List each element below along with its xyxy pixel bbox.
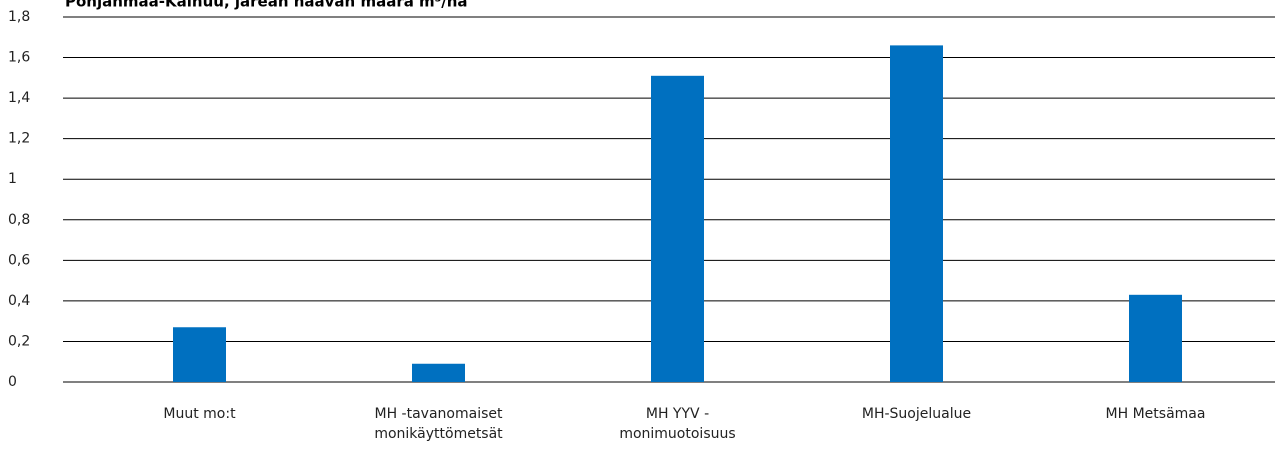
y-tick-label: 0,8 (8, 212, 30, 228)
y-tick-label: 1 (8, 171, 17, 187)
bar (173, 327, 226, 382)
y-tick-label: 1,6 (8, 50, 30, 66)
bar (412, 363, 465, 382)
y-tick-label: 0,2 (8, 333, 30, 349)
x-tick-label: Muut mo:t (163, 406, 236, 422)
y-tick-label: 1,8 (8, 9, 30, 25)
bar (651, 75, 704, 383)
chart-title: Pohjanmaa-Kainuu, järeän haavan määrä m³… (65, 0, 468, 11)
y-tick-label: 1,2 (8, 131, 30, 147)
x-tick-label: MH YYV -monimuotoisuus (619, 406, 735, 442)
y-tick-label: 0,4 (8, 293, 30, 309)
y-tick-label: 0,6 (8, 252, 30, 268)
bar (1129, 294, 1182, 382)
y-tick-label: 1,4 (8, 90, 30, 106)
bar (890, 45, 943, 383)
y-tick-label: 0 (8, 374, 17, 390)
x-tick-label: MH-Suojelualue (862, 406, 971, 422)
x-tick-label: MH Metsämaa (1106, 406, 1206, 422)
x-tick-label: MH -tavanomaiset monikäyttömetsät (374, 406, 503, 442)
